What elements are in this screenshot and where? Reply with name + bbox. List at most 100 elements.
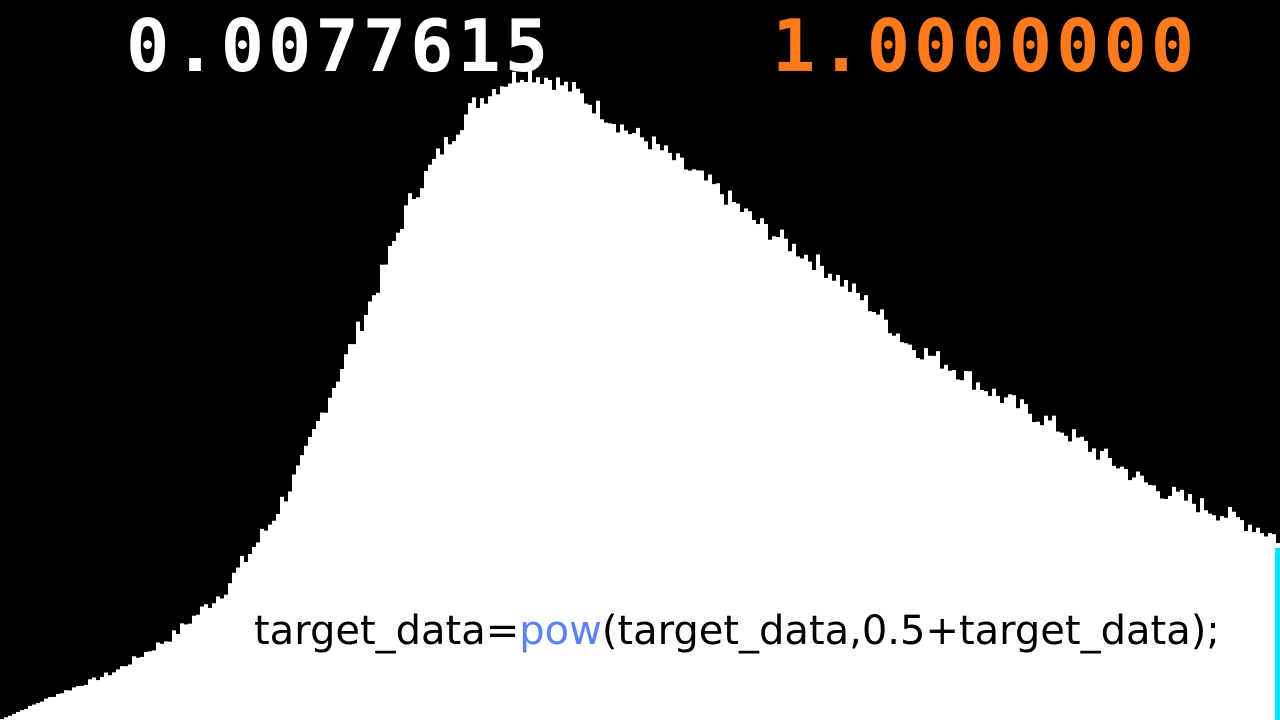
formula-text: target_data=pow(target_data,0.5+target_d… [254,608,1220,654]
histogram-bar [356,321,360,720]
histogram-bar [964,371,968,720]
histogram-bar [152,650,156,720]
histogram-bar [1188,494,1192,720]
histogram-bar [1064,435,1068,720]
histogram-bar [388,245,392,720]
histogram-bar [224,594,228,720]
histogram-bar [1068,441,1072,720]
histogram-bar [540,83,544,720]
histogram-bar [744,208,748,720]
histogram-bar [468,103,472,720]
histogram-bar [808,261,812,720]
histogram-bar [32,704,36,720]
histogram-bar [876,314,880,720]
histogram-bar [336,381,340,720]
histogram-bar [1240,520,1244,720]
histogram-bar [264,530,268,720]
histogram-bar [608,123,612,720]
histogram-bar [1044,415,1048,720]
histogram-bar [492,89,496,720]
histogram-bar [1236,517,1240,720]
histogram-bar [1012,395,1016,720]
histogram-bar [800,258,804,720]
histogram-bar [928,355,932,720]
histogram-bar [572,82,576,720]
histogram-bar [752,219,756,720]
histogram-bar [1048,420,1052,720]
histogram-bar [1016,408,1020,720]
histogram-bar [208,607,212,720]
histogram-bar [16,711,20,720]
histogram-bar [84,684,88,720]
histogram-bar [696,170,700,720]
histogram-bar [460,130,464,720]
histogram-bar [180,623,184,720]
histogram-bar [1132,477,1136,720]
histogram-bar [4,717,8,720]
histogram-bar [616,132,620,720]
histogram-bar [816,254,820,720]
histogram-bar [72,687,76,720]
histogram-bar [360,330,364,720]
histogram-bar [56,693,60,720]
histogram-bar [564,81,568,720]
histogram-bar [380,264,384,720]
histogram-bar [288,491,292,720]
histogram-bar [992,388,996,720]
histogram-bar [664,145,668,720]
histogram-bar [568,91,572,720]
histogram-bar [844,280,848,720]
histogram-bar [508,83,512,720]
histogram-bar [1008,394,1012,720]
formula-function: pow [519,608,602,654]
histogram-bar [864,295,868,720]
histogram-bar [216,596,220,720]
histogram-bar [1024,404,1028,720]
histogram-bar [300,455,304,720]
histogram-bar [172,630,176,720]
histogram-bar [1080,436,1084,720]
histogram-bar [560,85,564,720]
histogram-bar [784,238,788,720]
histogram-bar [1060,432,1064,720]
histogram-bar [1140,475,1144,720]
histogram-bar [1260,533,1264,720]
histogram-bar [1180,489,1184,720]
histogram-bar [404,205,408,720]
histogram-bar [332,387,336,720]
histogram-bar [1248,524,1252,720]
histogram-bar [304,445,308,720]
histogram-bar [488,96,492,720]
histogram-bar [604,122,608,720]
histogram-bar [196,614,200,720]
histogram-bar [1076,437,1080,720]
histogram-bar [640,137,644,720]
histogram-bar [584,103,588,720]
histogram-bar [480,98,484,720]
histogram-bar [312,429,316,720]
histogram-bar [732,202,736,720]
histogram-bar [1020,399,1024,720]
histogram-bar [900,342,904,720]
histogram-bar [256,542,260,720]
histogram-bar [1120,466,1124,720]
histogram-bar [896,333,900,720]
histogram-bar [520,79,524,720]
histogram-bar [364,314,368,720]
histogram-bar [1004,397,1008,720]
histogram-bar [1224,517,1228,720]
histogram-bar [252,547,256,720]
histogram-bar [1212,515,1216,720]
histogram-bar [872,311,876,720]
histogram-bar [556,77,560,720]
histogram-bar [236,567,240,720]
histogram-bar [1228,507,1232,720]
histogram-bar [1252,532,1256,720]
histogram-bar [996,395,1000,720]
histogram-bar [1256,527,1260,720]
histogram-bar [244,561,248,720]
histogram-bar [852,283,856,720]
histogram-bar [660,150,664,720]
histogram-bar [200,606,204,720]
